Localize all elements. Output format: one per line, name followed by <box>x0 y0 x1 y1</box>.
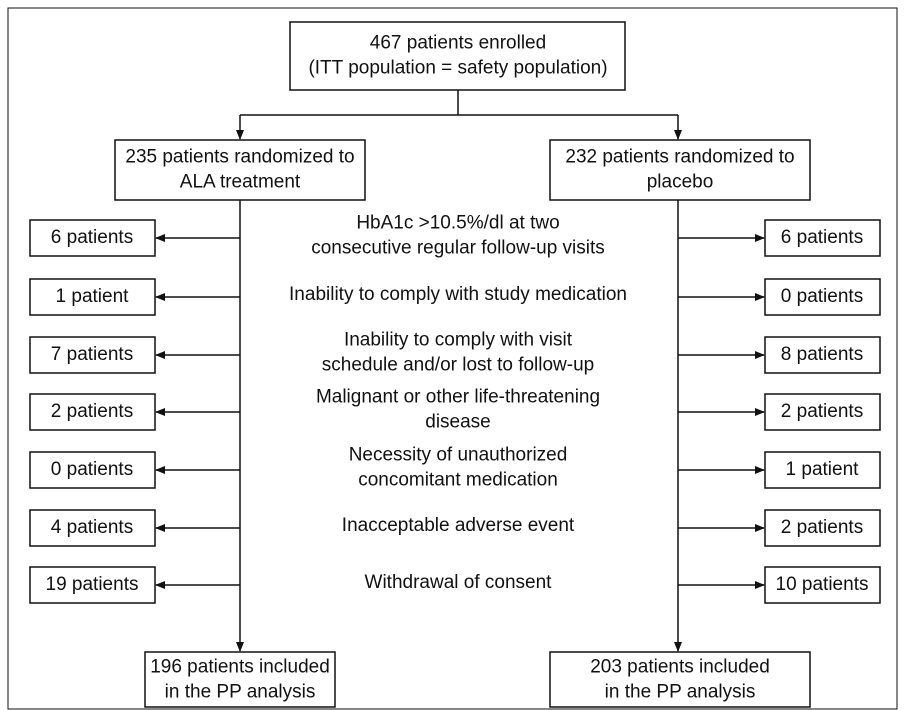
count-text: 1 patient <box>786 459 860 480</box>
enrollment-text: (ITT population = safety population) <box>308 58 607 79</box>
reason-text: disease <box>425 412 491 433</box>
count-box <box>764 278 881 316</box>
count-text: 4 patients <box>51 517 133 538</box>
reason-text: schedule and/or lost to follow-up <box>322 355 595 376</box>
reason-text: Withdrawal of consent <box>365 572 553 593</box>
count-text: 6 patients <box>781 227 863 248</box>
count-box <box>764 451 881 489</box>
count-text: 0 patients <box>781 286 863 307</box>
count-box <box>29 566 156 604</box>
count-box <box>764 509 881 547</box>
count-text: 10 patients <box>776 574 869 595</box>
count-box <box>29 278 156 316</box>
arm-box <box>549 139 811 201</box>
count-box <box>764 566 881 604</box>
reason-text: Malignant or other life-threatening <box>316 387 600 408</box>
final-label: in the PP analysis <box>605 682 756 703</box>
count-box <box>764 219 881 257</box>
enrollment-box <box>289 21 626 91</box>
reason-text: concomitant medication <box>358 470 558 491</box>
count-box <box>29 219 156 257</box>
enrollment-text: 467 patients enrolled <box>370 33 546 54</box>
count-box <box>764 336 881 374</box>
count-box <box>29 509 156 547</box>
arm-label: ALA treatment <box>180 172 301 193</box>
arm-box <box>114 139 366 201</box>
count-text: 6 patients <box>51 227 133 248</box>
count-box <box>764 393 881 431</box>
reason-text: HbA1c >10.5%/dl at two <box>356 213 559 234</box>
reason-text: consecutive regular follow-up visits <box>311 238 605 259</box>
final-label: in the PP analysis <box>165 682 316 703</box>
arm-label: 235 patients randomized to <box>125 147 354 168</box>
count-text: 2 patients <box>781 401 863 422</box>
final-label: 203 patients included <box>590 657 770 678</box>
arm-label: placebo <box>647 172 714 193</box>
count-text: 19 patients <box>46 574 139 595</box>
arm-label: 232 patients randomized to <box>565 147 794 168</box>
reason-text: Inability to comply with study medicatio… <box>289 284 627 305</box>
count-text: 1 patient <box>56 286 130 307</box>
count-box <box>29 451 156 489</box>
reason-text: Inacceptable adverse event <box>342 515 575 536</box>
final-label: 196 patients included <box>150 657 330 678</box>
final-box <box>144 651 336 708</box>
count-box <box>29 336 156 374</box>
count-text: 2 patients <box>51 401 133 422</box>
count-text: 2 patients <box>781 517 863 538</box>
count-text: 7 patients <box>51 344 133 365</box>
final-box <box>549 651 811 708</box>
count-box <box>29 393 156 431</box>
reason-text: Necessity of unauthorized <box>349 445 568 466</box>
reason-text: Inability to comply with visit <box>344 330 573 351</box>
count-text: 8 patients <box>781 344 863 365</box>
count-text: 0 patients <box>51 459 133 480</box>
